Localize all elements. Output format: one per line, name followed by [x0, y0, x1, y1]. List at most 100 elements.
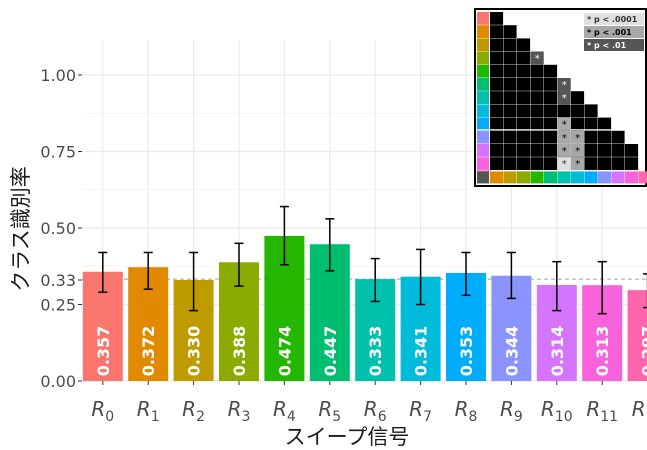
bar-value-label: 0.353 — [457, 326, 476, 377]
inset-sig-cell — [557, 157, 571, 170]
y-tick-label: 0.33 — [40, 271, 76, 290]
inset-legend-label: * p < .0001 — [587, 15, 638, 24]
x-axis-ticks: R0 R1 R2 R3 R4 R5 R6 R7 R8 R9 R10 R11 R12 — [91, 381, 647, 425]
x-tick-label: R5 — [318, 397, 341, 425]
inset-cell — [490, 64, 504, 78]
inset-sig-star: * — [535, 54, 540, 65]
y-axis-label: クラス識別率 — [9, 166, 33, 292]
x-tick-label: R8 — [455, 397, 478, 425]
bar-value-label: 0.297 — [639, 326, 647, 377]
bar-value-label: 0.341 — [412, 326, 431, 377]
x-tick-label: R3 — [228, 397, 251, 425]
bar-value-label: 0.357 — [94, 326, 113, 377]
inset-row-color — [477, 64, 489, 78]
inset-col-color — [544, 171, 558, 184]
inset-cell — [517, 157, 531, 170]
bar-value-label: 0.474 — [275, 326, 294, 377]
inset-sig-star: * — [562, 120, 567, 131]
inset-cell — [584, 157, 598, 170]
inset-cell — [490, 104, 504, 118]
inset-sig-star: * — [575, 146, 580, 157]
inset-cell — [517, 51, 531, 65]
inset-cell — [598, 130, 612, 144]
y-tick-label: 0.25 — [40, 296, 76, 315]
inset-sig-star: * — [575, 133, 580, 144]
y-tick-label: 0.50 — [40, 219, 76, 238]
inset-cell — [517, 104, 531, 118]
x-tick-label: R7 — [409, 397, 432, 425]
inset-cell — [544, 64, 558, 78]
inset-col-color — [611, 171, 625, 184]
inset-cell — [571, 117, 585, 131]
error-bars — [98, 205, 647, 315]
bar-value-label: 0.388 — [230, 326, 249, 377]
inset-row-color — [477, 144, 489, 157]
error-bar — [597, 260, 607, 315]
inset-cell — [530, 78, 544, 91]
inset-cell — [611, 157, 625, 170]
inset-cell — [544, 91, 558, 104]
inset-col-color — [598, 171, 612, 184]
error-bar — [143, 251, 153, 290]
y-axis-ticks: 0.00 0.25 0.33 0.50 0.75 1.00 — [40, 66, 82, 391]
inset-legend-label: * p < .01 — [587, 41, 627, 50]
inset-cell — [490, 117, 504, 131]
inset-corner-color — [477, 171, 489, 184]
inset-sig-cell — [571, 144, 585, 157]
inset-cell — [611, 130, 625, 144]
bar-value-label: 0.314 — [548, 326, 567, 377]
x-tick-label: R11 — [586, 397, 618, 425]
inset-cell — [544, 78, 558, 91]
inset-row-color — [477, 104, 489, 118]
x-tick-label: R6 — [364, 397, 387, 425]
inset-cell — [530, 91, 544, 104]
inset-sig-star: * — [562, 80, 567, 91]
bar-value-label: 0.447 — [321, 326, 340, 377]
inset-cell — [530, 117, 544, 131]
error-bar — [461, 251, 471, 297]
inset-cell — [544, 130, 558, 144]
inset-cell — [503, 157, 517, 170]
inset-cell — [517, 144, 531, 157]
inset-cell — [584, 117, 598, 131]
error-bar — [325, 218, 335, 272]
inset-sig-cell — [571, 130, 585, 144]
bar — [627, 290, 647, 381]
inset-row-color — [477, 25, 489, 38]
inset-cell — [503, 64, 517, 78]
inset-cell — [503, 78, 517, 91]
inset-cell — [625, 157, 639, 170]
x-axis-label: スイープ信号 — [285, 425, 410, 449]
inset-cell — [503, 51, 517, 65]
x-tick-label: R4 — [273, 397, 296, 425]
error-bar — [189, 251, 199, 312]
inset-cell — [544, 117, 558, 131]
inset-col-color — [557, 171, 571, 184]
inset-sig-star: * — [562, 93, 567, 104]
inset-cell — [490, 12, 504, 25]
inset-sig-star: * — [562, 146, 567, 157]
y-tick-label: 0.75 — [40, 143, 76, 162]
x-tick-label: R9 — [500, 397, 523, 425]
inset-cell — [517, 130, 531, 144]
error-bar — [552, 260, 562, 312]
inset-cell — [571, 104, 585, 118]
inset-cell — [490, 157, 504, 170]
inset-cell — [490, 130, 504, 144]
inset-cell — [530, 130, 544, 144]
inset-cell — [503, 104, 517, 118]
inset-cell — [503, 130, 517, 144]
inset-col-color — [638, 171, 647, 184]
inset-sig-star: * — [562, 159, 567, 170]
x-tick-label: R12 — [632, 397, 647, 425]
bar-value-label: 0.313 — [593, 326, 612, 377]
bar-value-label: 0.372 — [139, 326, 158, 377]
inset-cell — [544, 144, 558, 157]
inset-row-color — [477, 51, 489, 65]
error-bar — [506, 251, 516, 300]
inset-cell — [490, 144, 504, 157]
inset-cell — [517, 78, 531, 91]
inset-sig-cell — [557, 144, 571, 157]
inset-cell — [490, 91, 504, 104]
